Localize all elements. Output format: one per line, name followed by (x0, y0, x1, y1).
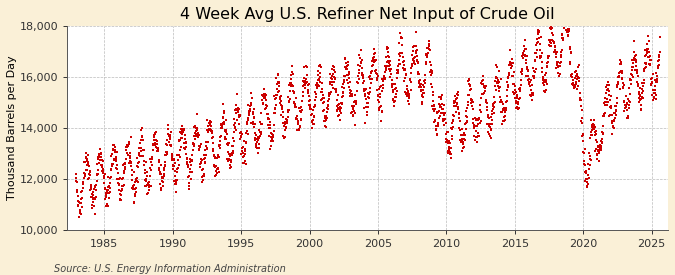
Text: Source: U.S. Energy Information Administration: Source: U.S. Energy Information Administ… (54, 264, 286, 274)
Y-axis label: Thousand Barrels per Day: Thousand Barrels per Day (7, 56, 17, 200)
Title: 4 Week Avg U.S. Refiner Net Input of Crude Oil: 4 Week Avg U.S. Refiner Net Input of Cru… (180, 7, 555, 22)
